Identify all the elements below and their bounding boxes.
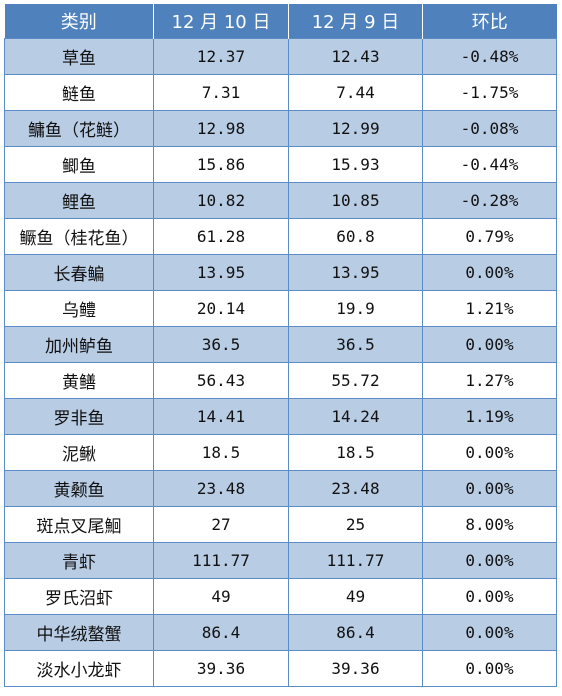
- table-row: 黄颡鱼 23.48 23.48 0.00%: [4, 470, 557, 507]
- table-row: 斑点叉尾鮰 27 25 8.00%: [4, 506, 557, 543]
- table-row: 鲤鱼 10.82 10.85 -0.28%: [4, 182, 557, 219]
- category-cell: 草鱼: [4, 38, 154, 75]
- price-dec-9-cell: 23.48: [288, 470, 423, 507]
- price-dec-9-cell: 86.4: [288, 614, 423, 651]
- category-cell: 泥鳅: [4, 434, 154, 471]
- table-body: 草鱼 12.37 12.43 -0.48% 鲢鱼 7.31 7.44 -1.75% 鳙鱼（花鲢）…: [4, 38, 557, 687]
- header-dec-10: 12 月 10 日: [153, 4, 289, 39]
- change-cell: -0.44%: [422, 146, 557, 183]
- change-cell: -0.48%: [422, 38, 557, 75]
- category-cell: 罗氏沼虾: [4, 578, 154, 615]
- table-row: 鲫鱼 15.86 15.93 -0.44%: [4, 146, 557, 183]
- category-cell: 斑点叉尾鮰: [4, 506, 154, 543]
- table-row: 鲢鱼 7.31 7.44 -1.75%: [4, 74, 557, 111]
- category-cell: 中华绒螯蟹: [4, 614, 154, 651]
- category-cell: 乌鳢: [4, 290, 154, 327]
- price-dec-9-cell: 12.43: [288, 38, 423, 75]
- price-dec-10-cell: 111.77: [153, 542, 289, 579]
- change-cell: 0.00%: [422, 650, 557, 687]
- price-dec-10-cell: 7.31: [153, 74, 289, 111]
- category-cell: 鲤鱼: [4, 182, 154, 219]
- price-dec-10-cell: 13.95: [153, 254, 289, 291]
- table-row: 罗非鱼 14.41 14.24 1.19%: [4, 398, 557, 435]
- table-row: 长春鳊 13.95 13.95 0.00%: [4, 254, 557, 291]
- price-dec-10-cell: 12.98: [153, 110, 289, 147]
- category-cell: 黄鳝: [4, 362, 154, 399]
- price-dec-9-cell: 13.95: [288, 254, 423, 291]
- price-dec-9-cell: 111.77: [288, 542, 423, 579]
- category-cell: 长春鳊: [4, 254, 154, 291]
- category-cell: 鲢鱼: [4, 74, 154, 111]
- price-dec-9-cell: 25: [288, 506, 423, 543]
- price-dec-10-cell: 27: [153, 506, 289, 543]
- header-category: 类别: [4, 4, 154, 39]
- table-row: 草鱼 12.37 12.43 -0.48%: [4, 38, 557, 75]
- change-cell: 8.00%: [422, 506, 557, 543]
- header-change: 环比: [422, 4, 557, 39]
- table-header-row: 类别 12 月 10 日 12 月 9 日 环比: [4, 4, 557, 39]
- price-dec-9-cell: 49: [288, 578, 423, 615]
- change-cell: 0.00%: [422, 254, 557, 291]
- category-cell: 加州鲈鱼: [4, 326, 154, 363]
- price-dec-10-cell: 23.48: [153, 470, 289, 507]
- change-cell: 0.00%: [422, 434, 557, 471]
- price-dec-10-cell: 86.4: [153, 614, 289, 651]
- price-dec-9-cell: 7.44: [288, 74, 423, 111]
- category-cell: 鳙鱼（花鲢）: [4, 110, 154, 147]
- change-cell: -0.08%: [422, 110, 557, 147]
- table-row: 淡水小龙虾 39.36 39.36 0.00%: [4, 650, 557, 687]
- table-row: 青虾 111.77 111.77 0.00%: [4, 542, 557, 579]
- change-cell: 0.00%: [422, 326, 557, 363]
- price-dec-9-cell: 39.36: [288, 650, 423, 687]
- price-dec-10-cell: 14.41: [153, 398, 289, 435]
- table-row: 泥鳅 18.5 18.5 0.00%: [4, 434, 557, 471]
- price-dec-10-cell: 49: [153, 578, 289, 615]
- change-cell: 0.00%: [422, 470, 557, 507]
- change-cell: 0.00%: [422, 578, 557, 615]
- price-dec-9-cell: 15.93: [288, 146, 423, 183]
- price-dec-10-cell: 56.43: [153, 362, 289, 399]
- category-cell: 黄颡鱼: [4, 470, 154, 507]
- table-row: 黄鳝 56.43 55.72 1.27%: [4, 362, 557, 399]
- price-dec-10-cell: 61.28: [153, 218, 289, 255]
- change-cell: 0.79%: [422, 218, 557, 255]
- price-dec-10-cell: 18.5: [153, 434, 289, 471]
- change-cell: 0.00%: [422, 542, 557, 579]
- category-cell: 罗非鱼: [4, 398, 154, 435]
- price-dec-10-cell: 36.5: [153, 326, 289, 363]
- category-cell: 鳜鱼（桂花鱼）: [4, 218, 154, 255]
- price-dec-9-cell: 60.8: [288, 218, 423, 255]
- price-dec-9-cell: 19.9: [288, 290, 423, 327]
- change-cell: -0.28%: [422, 182, 557, 219]
- change-cell: 1.19%: [422, 398, 557, 435]
- header-dec-9: 12 月 9 日: [288, 4, 423, 39]
- table-row: 罗氏沼虾 49 49 0.00%: [4, 578, 557, 615]
- price-dec-10-cell: 39.36: [153, 650, 289, 687]
- price-dec-10-cell: 20.14: [153, 290, 289, 327]
- category-cell: 鲫鱼: [4, 146, 154, 183]
- table-row: 鳙鱼（花鲢） 12.98 12.99 -0.08%: [4, 110, 557, 147]
- price-dec-9-cell: 14.24: [288, 398, 423, 435]
- table-row: 中华绒螯蟹 86.4 86.4 0.00%: [4, 614, 557, 651]
- category-cell: 淡水小龙虾: [4, 650, 154, 687]
- price-dec-9-cell: 18.5: [288, 434, 423, 471]
- price-dec-9-cell: 10.85: [288, 182, 423, 219]
- price-dec-9-cell: 12.99: [288, 110, 423, 147]
- price-dec-10-cell: 10.82: [153, 182, 289, 219]
- price-dec-9-cell: 36.5: [288, 326, 423, 363]
- price-comparison-table: 类别 12 月 10 日 12 月 9 日 环比 草鱼 12.37 12.43 -0.…: [4, 4, 557, 687]
- change-cell: 1.27%: [422, 362, 557, 399]
- change-cell: 0.00%: [422, 614, 557, 651]
- price-dec-10-cell: 15.86: [153, 146, 289, 183]
- category-cell: 青虾: [4, 542, 154, 579]
- change-cell: 1.21%: [422, 290, 557, 327]
- table-row: 加州鲈鱼 36.5 36.5 0.00%: [4, 326, 557, 363]
- price-dec-9-cell: 55.72: [288, 362, 423, 399]
- price-dec-10-cell: 12.37: [153, 38, 289, 75]
- table-row: 鳜鱼（桂花鱼） 61.28 60.8 0.79%: [4, 218, 557, 255]
- change-cell: -1.75%: [422, 74, 557, 111]
- table-row: 乌鳢 20.14 19.9 1.21%: [4, 290, 557, 327]
